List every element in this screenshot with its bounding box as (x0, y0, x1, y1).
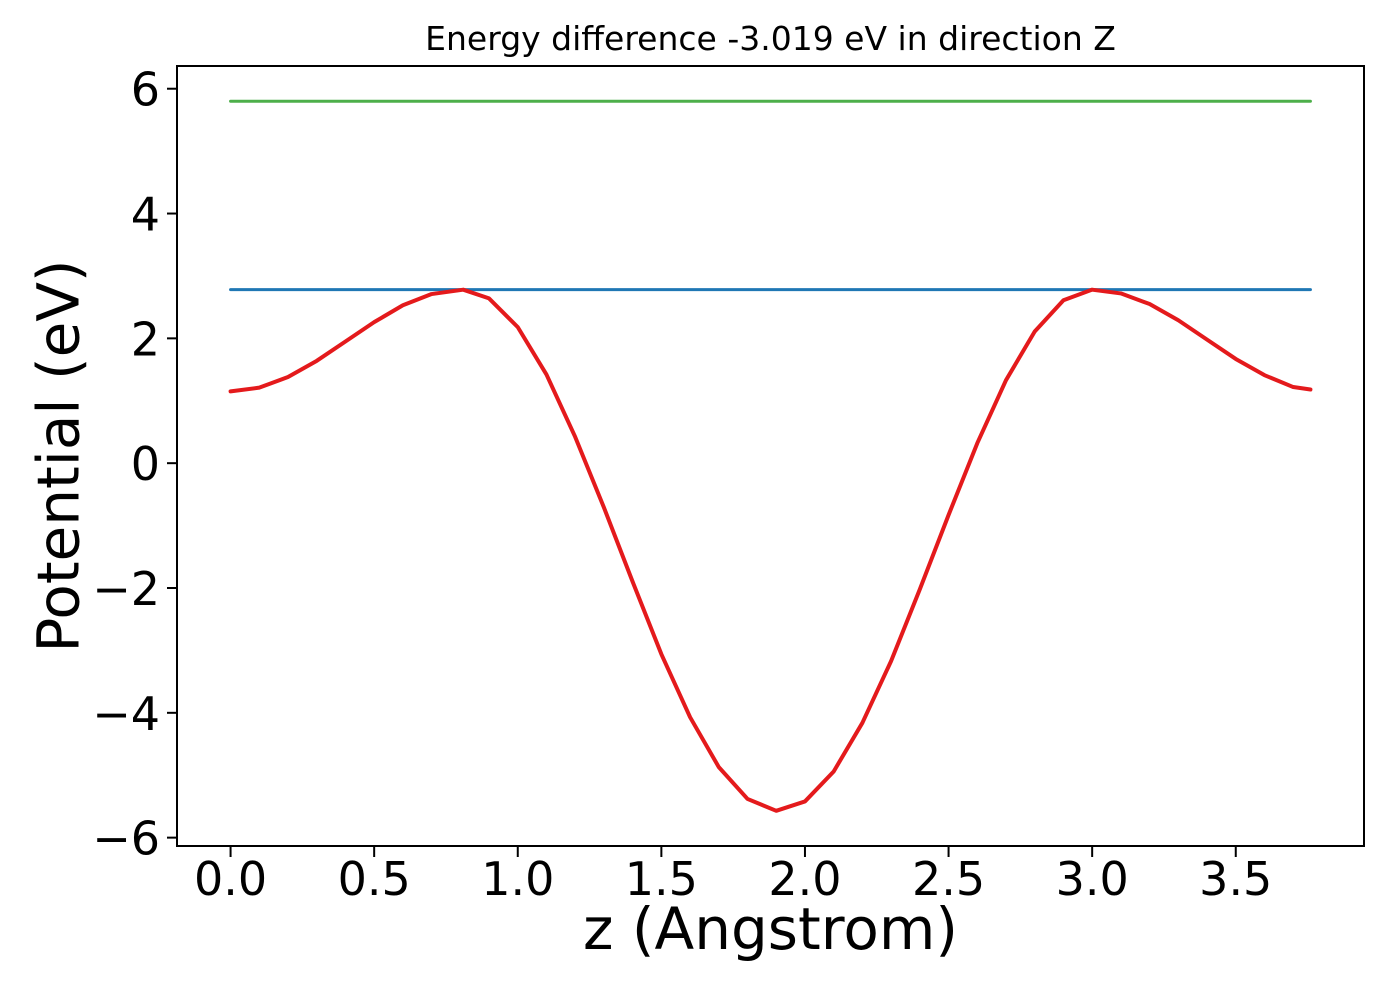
y-tick-label: 4 (131, 188, 160, 242)
x-tick-label: 3.5 (1199, 852, 1272, 906)
x-tick-label: 2.5 (912, 852, 985, 906)
x-tick-label: 2.0 (768, 852, 841, 906)
x-tick-label: 1.0 (481, 852, 554, 906)
x-tick-label: 1.5 (625, 852, 698, 906)
potential-curve (228, 287, 1313, 813)
x-tick-label: 3.0 (1056, 852, 1129, 906)
y-tick-label: −6 (92, 812, 160, 866)
x-tick-label: 0.0 (194, 852, 267, 906)
y-tick-label: 2 (131, 312, 160, 366)
plot-border (176, 65, 1365, 847)
x-axis-label: z (Angstrom) (583, 895, 958, 963)
y-tick-label: −2 (92, 562, 160, 616)
chart-title: Energy difference -3.019 eV in direction… (425, 19, 1116, 58)
y-tick-label: −4 (92, 687, 160, 741)
y-tick-label: 0 (131, 437, 160, 491)
y-tick-label: 6 (131, 63, 160, 117)
x-tick-label: 0.5 (338, 852, 411, 906)
